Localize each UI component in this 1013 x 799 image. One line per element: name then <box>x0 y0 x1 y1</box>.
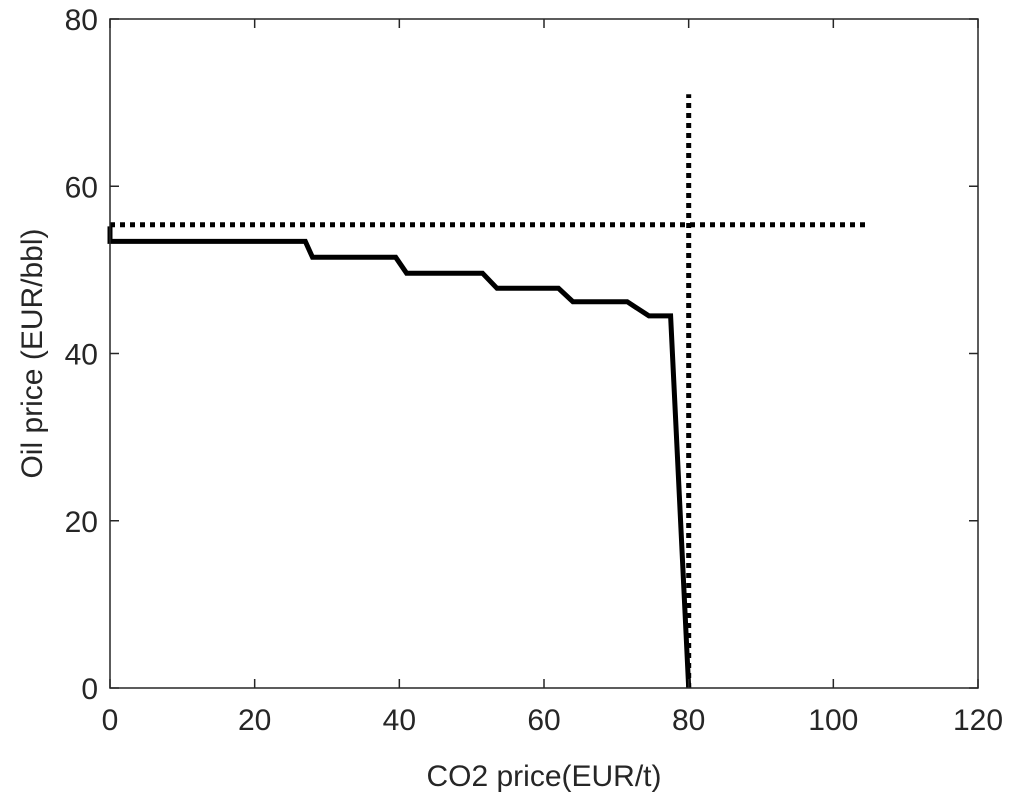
y-tick-label: 0 <box>81 673 98 706</box>
y-tick-label: 20 <box>65 506 98 539</box>
ticks-layer: 0 20 40 60 80 100 120 0 20 40 60 80 <box>65 4 1003 737</box>
x-tick-label: 80 <box>672 704 705 737</box>
x-tick-label: 100 <box>808 704 858 737</box>
series-line-0 <box>107 226 692 689</box>
x-tick-label: 60 <box>527 704 560 737</box>
x-tick-label: 20 <box>238 704 271 737</box>
x-axis-label: CO2 price(EUR/t) <box>426 760 661 793</box>
y-tick-label: 40 <box>65 339 98 372</box>
x-tick-label: 0 <box>102 704 119 737</box>
y-tick-label: 60 <box>65 171 98 204</box>
y-axis-label: Oil price (EUR/bbl) <box>16 228 49 478</box>
x-tick-label: 120 <box>953 704 1003 737</box>
series-layer <box>107 94 866 689</box>
y-tick-label: 80 <box>65 4 98 37</box>
x-tick-label: 40 <box>383 704 416 737</box>
